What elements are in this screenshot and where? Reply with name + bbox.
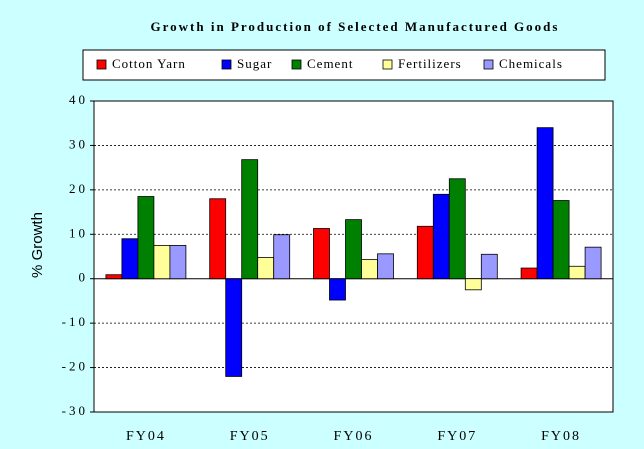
y-tick-label: -30 xyxy=(62,403,88,418)
bar xyxy=(169,244,187,280)
bar xyxy=(480,253,498,280)
y-tick-label: 20 xyxy=(69,181,88,196)
legend xyxy=(82,49,606,81)
bar xyxy=(552,200,570,280)
bar xyxy=(520,267,538,280)
legend-swatch xyxy=(221,59,232,70)
bar xyxy=(536,127,554,280)
bar xyxy=(464,278,482,291)
bar xyxy=(273,234,291,280)
bar xyxy=(432,193,450,280)
bar xyxy=(241,159,259,280)
bar xyxy=(329,278,346,301)
bar xyxy=(584,246,602,280)
bar xyxy=(153,244,171,280)
legend-label: Sugar xyxy=(237,56,272,71)
bar xyxy=(377,253,394,280)
x-tick-label: FY06 xyxy=(334,429,374,444)
y-tick-label: -20 xyxy=(62,359,88,374)
legend-label: Fertilizers xyxy=(398,56,462,71)
legend-swatch xyxy=(483,59,494,70)
bar xyxy=(345,219,362,280)
y-tick-label: -10 xyxy=(62,314,88,329)
legend-swatch xyxy=(291,59,302,70)
bar xyxy=(209,198,227,280)
chart-title: Growth in Production of Selected Manufac… xyxy=(151,19,560,34)
bar xyxy=(416,225,434,280)
y-tick-label: 0 xyxy=(79,270,89,285)
legend-swatch xyxy=(382,59,393,70)
y-tick-label: 10 xyxy=(69,225,88,240)
bar xyxy=(225,278,243,377)
legend-label: Chemicals xyxy=(499,56,563,71)
x-tick-label: FY07 xyxy=(437,429,477,444)
legend-swatch xyxy=(96,59,107,70)
bar xyxy=(105,274,123,280)
y-tick-label: 30 xyxy=(69,136,88,151)
legend-label: Cement xyxy=(307,56,353,71)
bar xyxy=(448,178,466,280)
bar xyxy=(137,196,155,280)
bar xyxy=(361,259,378,280)
y-tick-label: 40 xyxy=(69,92,88,107)
bar xyxy=(257,256,275,280)
x-tick-label: FY08 xyxy=(541,429,581,444)
x-tick-label: FY05 xyxy=(230,429,270,444)
legend-label: Cotton Yarn xyxy=(112,56,186,71)
x-tick-label: FY04 xyxy=(126,429,166,444)
bar xyxy=(568,265,586,280)
bar xyxy=(121,238,139,280)
bar xyxy=(313,228,330,280)
y-axis-label: % Growth xyxy=(29,212,46,278)
